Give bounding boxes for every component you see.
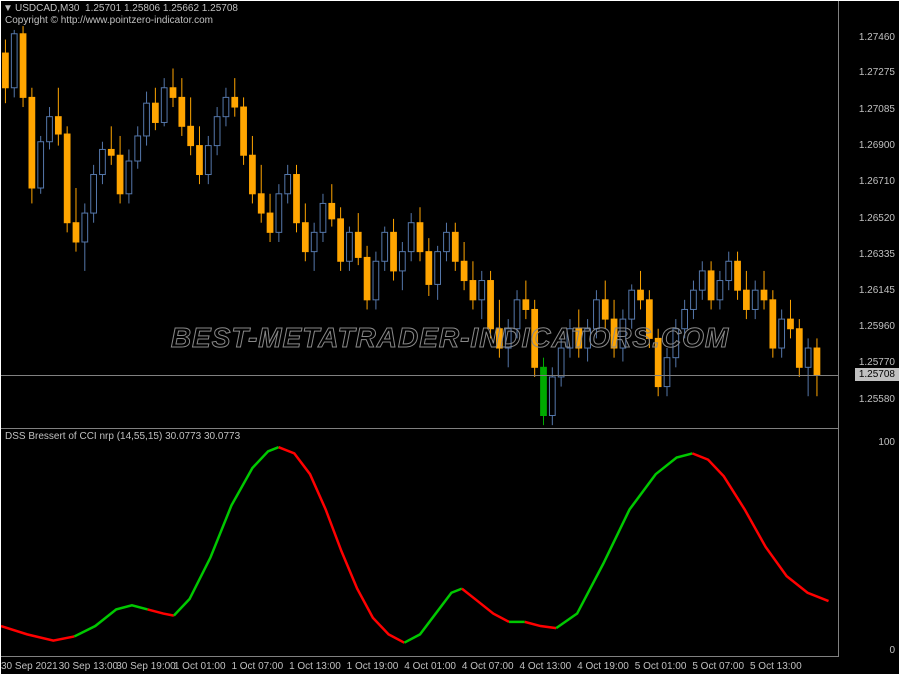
time-tick: 4 Oct 01:00	[404, 661, 456, 672]
current-price-line	[1, 375, 839, 376]
time-tick: 5 Oct 13:00	[750, 661, 802, 672]
price-panel[interactable]: ▼ USDCAD,M30 1.25701 1.25806 1.25662 1.2…	[1, 1, 839, 429]
price-axis: 1.27460 1.27275 1.27085 1.26900 1.26710 1.265…	[837, 1, 899, 429]
time-tick: 30 Sep 19:00	[116, 661, 176, 672]
time-tick: 1 Oct 01:00	[174, 661, 226, 672]
price-tick: 1.26145	[859, 285, 895, 296]
time-tick: 1 Oct 07:00	[231, 661, 283, 672]
price-tick: 1.27460	[859, 32, 895, 43]
time-tick: 1 Oct 19:00	[347, 661, 399, 672]
price-tick: 1.27085	[859, 104, 895, 115]
price-tick: 1.25580	[859, 394, 895, 405]
time-tick: 1 Oct 13:00	[289, 661, 341, 672]
price-tick: 1.25770	[859, 357, 895, 368]
time-tick: 4 Oct 07:00	[462, 661, 514, 672]
price-tick: 1.26335	[859, 249, 895, 260]
price-tick: 1.27275	[859, 67, 895, 78]
candlestick-chart	[1, 1, 839, 429]
indicator-axis: 0 100	[837, 429, 899, 657]
price-tick: 1.26710	[859, 176, 895, 187]
time-tick: 4 Oct 13:00	[520, 661, 572, 672]
indicator-tick: 100	[878, 437, 895, 448]
chart-container: ▼ USDCAD,M30 1.25701 1.25806 1.25662 1.2…	[0, 0, 900, 675]
time-tick: 30 Sep 2021	[1, 661, 58, 672]
current-price-marker: 1.25708	[855, 368, 899, 381]
indicator-panel[interactable]: DSS Bressert of CCI nrp (14,55,15) 30.07…	[1, 429, 839, 657]
time-tick: 5 Oct 01:00	[635, 661, 687, 672]
price-tick: 1.26900	[859, 140, 895, 151]
indicator-chart	[1, 429, 839, 657]
time-axis: 30 Sep 202130 Sep 13:0030 Sep 19:001 Oct…	[1, 656, 839, 674]
time-tick: 5 Oct 07:00	[692, 661, 744, 672]
time-tick: 30 Sep 13:00	[59, 661, 119, 672]
time-tick: 4 Oct 19:00	[577, 661, 629, 672]
price-tick: 1.25960	[859, 321, 895, 332]
indicator-tick: 0	[889, 645, 895, 656]
price-tick: 1.26520	[859, 213, 895, 224]
